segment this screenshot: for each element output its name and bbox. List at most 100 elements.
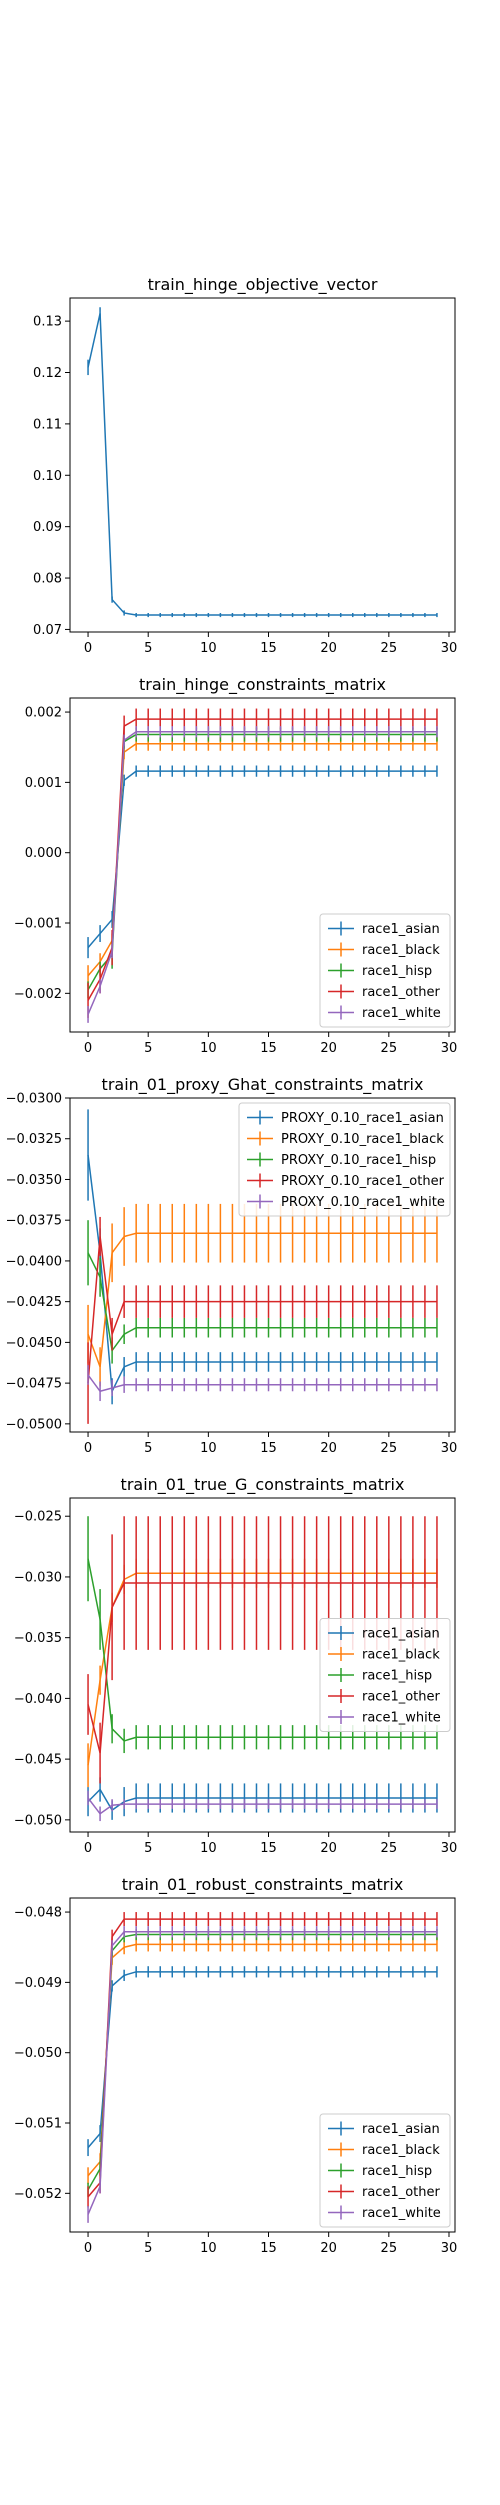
- series-line: [87, 1572, 437, 1766]
- y-tick-label: −0.0375: [6, 1214, 62, 1229]
- x-tick-label: 15: [260, 1841, 277, 1856]
- x-tick-label: 25: [381, 1441, 398, 1456]
- legend-box: [319, 913, 451, 1028]
- legend-entry: PROXY_0.10_race1_asian: [247, 1110, 444, 1126]
- y-tick-label: 0.000: [25, 846, 62, 861]
- legend-entry: race1_hisp: [328, 2163, 432, 2179]
- series-line: [87, 1154, 437, 1395]
- legend-label: race1_hisp: [362, 1669, 432, 1684]
- series-3: [87, 1220, 438, 1364]
- y-tick-label: −0.035: [14, 1631, 62, 1646]
- axes-frame: [69, 1497, 456, 1833]
- series-line: [87, 1788, 437, 1812]
- series-line: [87, 1582, 437, 1754]
- legend-entry: PROXY_0.10_race1_other: [247, 1173, 445, 1189]
- legend-label: PROXY_0.10_race1_asian: [281, 1111, 444, 1126]
- plot-area: [87, 1516, 438, 1822]
- y-tick-label: 0.10: [33, 469, 62, 484]
- x-tick-label: 10: [200, 641, 217, 656]
- series-line: [87, 1943, 437, 2177]
- x-tick-label: 5: [144, 1841, 152, 1856]
- axes-frame: [69, 1097, 456, 1433]
- legend-label: race1_black: [362, 1648, 440, 1663]
- y-tick-label: −0.0400: [6, 1254, 62, 1269]
- legend-entry: PROXY_0.10_race1_hisp: [247, 1152, 436, 1168]
- legend: race1_asian race1_black race1_hisp race1_ot…: [319, 913, 451, 1028]
- x-tick-label: 0: [84, 1841, 92, 1856]
- legend-box: [319, 2113, 451, 2228]
- series-1: [87, 1777, 438, 1820]
- y-tick-label: −0.0500: [6, 1417, 62, 1432]
- x-tick-label: 30: [441, 641, 458, 656]
- x-tick-label: 10: [200, 2241, 217, 2256]
- x-tick-label: 25: [381, 641, 398, 656]
- x-tick-label: 25: [381, 2241, 398, 2256]
- series-5: [87, 726, 438, 1023]
- x-tick-label: 20: [320, 1841, 337, 1856]
- legend-entry: race1_hisp: [328, 963, 432, 979]
- x-tick-label: 15: [260, 1041, 277, 1056]
- y-tick-label: −0.001: [14, 917, 62, 932]
- legend-entry: race1_other: [328, 984, 441, 1000]
- series-line: [87, 1252, 437, 1353]
- y-tick-label: 0.12: [33, 366, 62, 381]
- series-2: [87, 1203, 438, 1387]
- x-tick-label: 30: [441, 2241, 458, 2256]
- x-tick-label: 20: [320, 2241, 337, 2256]
- x-tick-label: 5: [144, 2241, 152, 2256]
- series-4: [87, 708, 438, 1018]
- series-line: [87, 1918, 437, 2198]
- legend: PROXY_0.10_race1_asian PROXY_0.10_race1_b…: [238, 1102, 451, 1217]
- y-tick-label: −0.052: [14, 2187, 62, 2202]
- series-5: [87, 1926, 438, 2223]
- series-1: [87, 1109, 438, 1405]
- x-tick-label: 10: [200, 1841, 217, 1856]
- legend-entry: PROXY_0.10_race1_white: [247, 1194, 445, 1210]
- chart-title: train_01_true_G_constraints_matrix: [121, 1475, 405, 1495]
- series-1: [87, 307, 438, 618]
- chart-5: train_01_robust_constraints_matrix 0 5 10 15…: [14, 1875, 457, 2256]
- y-tick-label: 0.13: [33, 315, 62, 330]
- y-tick-label: 0.09: [33, 520, 62, 535]
- legend-label: race1_other: [362, 1690, 441, 1705]
- legend-label: race1_other: [362, 985, 441, 1000]
- axes-frame: [69, 697, 456, 1033]
- plot-area: [87, 1912, 438, 2223]
- y-tick-label: −0.0350: [6, 1173, 62, 1188]
- legend-box: [238, 1102, 451, 1217]
- legend-entry: race1_hisp: [328, 1668, 432, 1684]
- legend-box: [319, 1618, 451, 1732]
- y-tick-label: −0.0450: [6, 1336, 62, 1351]
- y-tick-label: −0.025: [14, 1510, 62, 1525]
- legend-entry: race1_asian: [328, 921, 440, 937]
- y-tick-label: −0.051: [14, 2117, 62, 2132]
- x-tick-label: 5: [144, 641, 152, 656]
- legend-entry: race1_white: [328, 2205, 441, 2221]
- x-tick-label: 15: [260, 1441, 277, 1456]
- x-tick-label: 25: [381, 1041, 398, 1056]
- x-tick-label: 20: [320, 1041, 337, 1056]
- legend-label: race1_white: [362, 1006, 441, 1021]
- y-tick-label: −0.040: [14, 1692, 62, 1707]
- legend-label: race1_asian: [362, 1627, 440, 1642]
- y-tick-label: 0.07: [33, 623, 62, 638]
- chart-title: train_01_robust_constraints_matrix: [122, 1875, 404, 1895]
- x-tick-label: 5: [144, 1041, 152, 1056]
- legend-entry: race1_asian: [328, 2121, 440, 2137]
- legend-label: PROXY_0.10_race1_hisp: [281, 1153, 436, 1168]
- series-line: [87, 1232, 437, 1368]
- y-tick-label: 0.08: [33, 572, 62, 587]
- series-line: [87, 770, 437, 949]
- y-tick-label: −0.048: [14, 1906, 62, 1921]
- y-tick-label: −0.030: [14, 1570, 62, 1585]
- x-tick-label: 5: [144, 1441, 152, 1456]
- legend-label: race1_white: [362, 2206, 441, 2221]
- x-tick-label: 30: [441, 1841, 458, 1856]
- x-tick-label: 25: [381, 1841, 398, 1856]
- y-tick-label: −0.045: [14, 1753, 62, 1768]
- series-1: [87, 1966, 438, 2157]
- x-tick-label: 0: [84, 2241, 92, 2256]
- series-line: [87, 1374, 437, 1393]
- legend-entry: race1_asian: [328, 1626, 440, 1642]
- legend-entry: race1_black: [328, 942, 440, 958]
